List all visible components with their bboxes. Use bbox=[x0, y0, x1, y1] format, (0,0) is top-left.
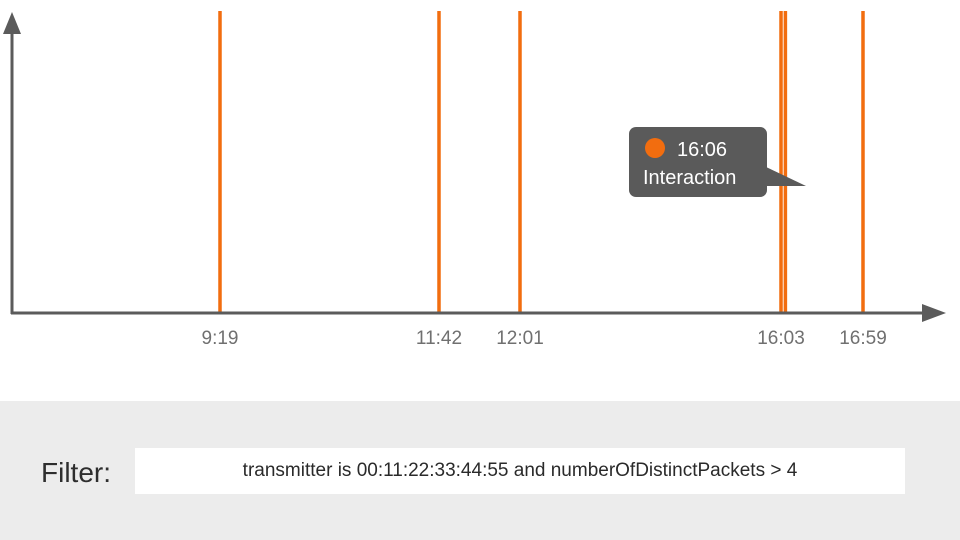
y-axis-arrow bbox=[3, 12, 21, 34]
tooltip-time: 16:06 bbox=[677, 139, 727, 161]
axes-group bbox=[3, 12, 946, 322]
x-tick-labels: 9:19 11:42 12:01 16:03 16:59 bbox=[202, 328, 887, 349]
tooltip-pointer bbox=[764, 166, 806, 186]
x-tick-label: 9:19 bbox=[202, 328, 239, 349]
x-tick-label: 16:03 bbox=[757, 328, 805, 349]
filter-input[interactable] bbox=[135, 448, 905, 494]
x-tick-label: 11:42 bbox=[416, 328, 462, 349]
event-lines-group bbox=[218, 11, 865, 312]
x-tick-label: 12:01 bbox=[496, 328, 544, 349]
event-timeline-chart: 9:19 11:42 12:01 16:03 16:59 16:06 Interacti… bbox=[3, 11, 946, 349]
x-tick-label: 16:59 bbox=[839, 328, 887, 349]
event-dot-icon bbox=[645, 138, 665, 158]
filter-label: Filter: bbox=[41, 457, 111, 488]
filter-panel: Filter: bbox=[0, 401, 960, 540]
tooltip-event-type: Interaction bbox=[643, 167, 736, 189]
x-axis-arrow bbox=[922, 304, 946, 322]
event-tooltip: 16:06 Interaction bbox=[629, 127, 806, 197]
